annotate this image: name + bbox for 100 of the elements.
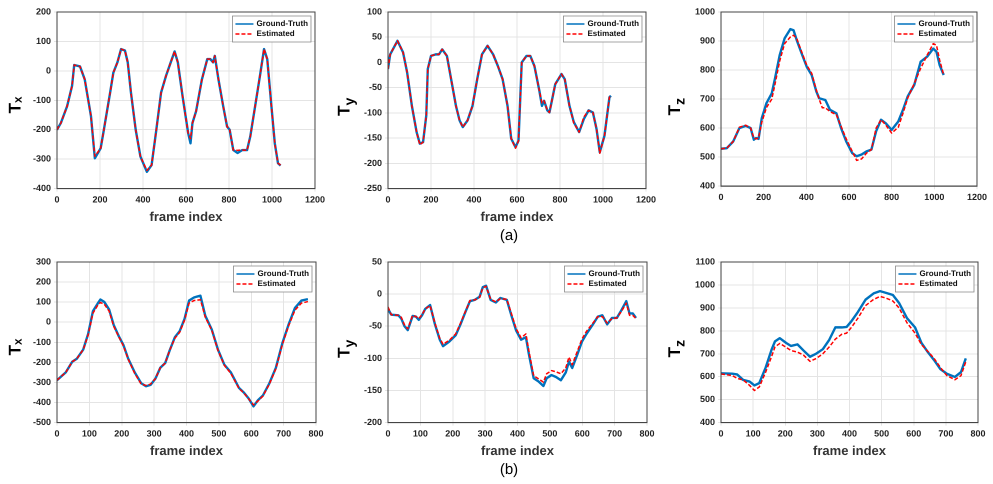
y-tick-label: 600: [700, 371, 716, 382]
y-tick-label: 0: [46, 316, 52, 327]
x-tick-label: 800: [221, 194, 237, 204]
x-tick-label: 800: [639, 428, 655, 438]
x-tick-label: 1200: [304, 194, 326, 204]
x-tick-label: 400: [842, 428, 858, 438]
text: (a): [498, 227, 520, 244]
y-tick-label: 1000: [694, 279, 716, 290]
y-axis-title: Tₓ: [5, 338, 25, 356]
y-tick-label: -100: [33, 94, 52, 105]
y-tick-label: 800: [700, 64, 716, 75]
x-tick-label: 800: [884, 192, 900, 202]
y-tick-label: 50: [372, 256, 382, 266]
y-tick-label: 200: [36, 276, 52, 287]
x-tick-label: 400: [798, 192, 814, 202]
x-tick-label: 600: [841, 192, 857, 202]
y-tick-label: 500: [700, 394, 716, 404]
x-axis-title: frame index: [150, 442, 224, 458]
x-tick-label: 100: [82, 428, 97, 438]
y-tick-label: -100: [33, 336, 52, 347]
x-tick-label: 100: [412, 428, 428, 438]
x-axis-title: frame index: [481, 442, 555, 458]
legend-label: Estimated: [587, 29, 626, 38]
y-tick-label: 700: [700, 348, 716, 358]
x-tick-label: 200: [756, 192, 772, 202]
x-tick-label: 0: [718, 428, 724, 438]
x-tick-label: 200: [423, 194, 439, 204]
x-axis-title: frame index: [480, 208, 554, 224]
y-tick-label: -200: [33, 124, 52, 134]
x-tick-label: 200: [114, 428, 130, 438]
x-tick-label: 600: [178, 194, 194, 204]
x-tick-label: 200: [445, 428, 460, 438]
x-tick-label: 0: [386, 194, 391, 204]
y-tick-label: 800: [700, 325, 716, 336]
x-tick-label: 800: [552, 194, 568, 204]
x-tick-label: 700: [276, 428, 292, 438]
y-tick-label: -300: [33, 376, 52, 387]
x-tick-label: 300: [146, 428, 162, 438]
x-tick-label: 500: [874, 428, 890, 438]
x-tick-label: 100: [746, 428, 761, 438]
x-tick-label: 700: [607, 428, 622, 438]
y-tick-label: -150: [364, 384, 382, 395]
x-tick-label: 1000: [592, 194, 614, 204]
x-tick-label: 300: [478, 428, 493, 438]
y-tick-label: -250: [364, 183, 382, 194]
x-tick-label: 800: [970, 428, 986, 438]
legend-label: Ground-Truth: [918, 19, 970, 28]
y-tick-label: -150: [364, 132, 382, 143]
x-tick-label: 200: [92, 194, 108, 204]
legend-label: Ground-Truth: [919, 269, 972, 278]
y-tick-label: -100: [364, 107, 382, 118]
legend-label: Estimated: [588, 279, 627, 288]
x-tick-label: 600: [509, 194, 525, 204]
y-tick-label: 500: [700, 152, 716, 162]
x-axis-title: frame index: [813, 442, 887, 458]
legend-label: Estimated: [256, 29, 295, 38]
y-tick-label: 50: [372, 32, 382, 42]
x-tick-label: 0: [386, 428, 391, 438]
y-tick-label: -200: [364, 158, 382, 168]
x-axis-title: frame index: [150, 208, 224, 224]
text: (b): [498, 461, 520, 478]
x-tick-label: 1200: [966, 192, 988, 202]
x-tick-label: 200: [778, 428, 793, 438]
y-tick-label: 400: [700, 417, 716, 428]
y-tick-label: 900: [700, 36, 716, 46]
y-tick-label: -200: [364, 417, 382, 428]
legend-label: Ground-Truth: [257, 269, 310, 278]
x-tick-label: 500: [542, 428, 558, 438]
legend-label: Ground-Truth: [256, 19, 308, 28]
y-tick-label: -300: [33, 154, 52, 164]
legend-label: Estimated: [918, 29, 957, 38]
x-tick-label: 1000: [924, 192, 944, 202]
y-tick-label: 0: [377, 56, 382, 67]
x-tick-label: 600: [574, 428, 590, 438]
x-tick-label: 500: [211, 428, 226, 438]
y-tick-label: 100: [36, 36, 52, 46]
y-tick-label: -100: [364, 352, 382, 363]
legend-label: Ground-Truth: [587, 19, 640, 28]
x-tick-label: 600: [906, 428, 922, 438]
y-axis-title: Tₓ: [5, 96, 25, 114]
x-tick-label: 700: [938, 428, 954, 438]
x-tick-label: 600: [244, 428, 259, 438]
y-tick-label: -400: [33, 183, 52, 194]
x-tick-label: 400: [135, 194, 151, 204]
x-tick-label: 0: [54, 428, 60, 438]
x-tick-label: 400: [466, 194, 482, 204]
y-tick-label: -50: [369, 320, 382, 331]
x-tick-label: 0: [718, 192, 724, 202]
x-tick-label: 400: [178, 428, 194, 438]
y-tick-label: -500: [33, 417, 52, 428]
y-tick-label: 100: [36, 296, 52, 307]
legend-label: Ground-Truth: [588, 269, 640, 278]
y-tick-label: 300: [36, 256, 52, 266]
y-tick-label: 1100: [695, 256, 716, 266]
y-tick-label: -200: [33, 356, 52, 367]
y-tick-label: 700: [700, 94, 716, 104]
x-tick-label: 1200: [636, 194, 656, 204]
y-tick-label: 1000: [694, 6, 716, 16]
legend-label: Estimated: [919, 279, 958, 288]
y-tick-label: 0: [377, 288, 382, 299]
